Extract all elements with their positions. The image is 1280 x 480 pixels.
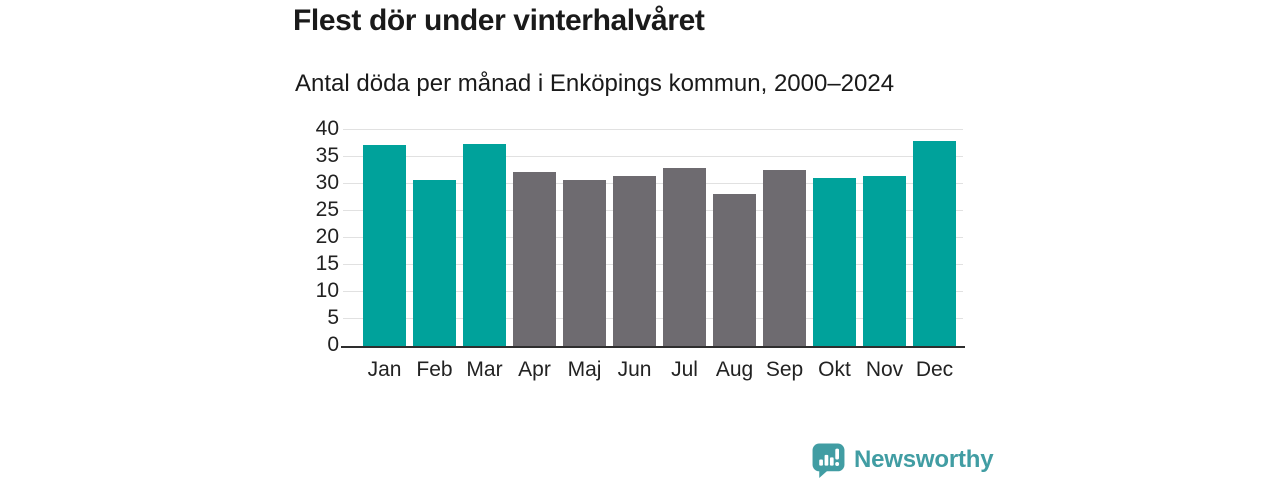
- bar-sep: [763, 169, 806, 346]
- x-tick-label-mar: Mar: [466, 358, 503, 381]
- gridline-40: [343, 129, 963, 130]
- bar-jul: [663, 167, 706, 346]
- y-tick-label-25: 25: [315, 198, 339, 221]
- bar-feb: [413, 180, 456, 346]
- bar-jun: [613, 175, 656, 346]
- brand-name: Newsworthy: [854, 446, 994, 473]
- bars-container: [363, 130, 956, 346]
- y-tick-label-5: 5: [327, 306, 339, 329]
- bar-jan: [363, 144, 406, 346]
- bar-maj: [563, 180, 606, 346]
- bar-chart-plot-area: 0 5 10 15 20 25 30 35 40 Jan Feb Mar Apr Maj Jun Jul Au…: [316, 118, 965, 381]
- x-axis: Jan Feb Mar Apr Maj Jun Jul Aug Sep Okt Nov Dec: [363, 358, 956, 382]
- x-tick-label-feb: Feb: [416, 358, 453, 381]
- x-tick-label-maj: Maj: [567, 358, 602, 381]
- x-tick-label-aug: Aug: [715, 358, 754, 381]
- x-tick-label-apr: Apr: [518, 358, 551, 381]
- x-tick-label-sep: Sep: [765, 358, 804, 381]
- y-tick-label-10: 10: [315, 279, 339, 302]
- bar-mar: [463, 143, 506, 346]
- x-tick-label-jan: Jan: [367, 358, 402, 381]
- x-tick-label-jul: Jul: [671, 358, 698, 381]
- gridline-35: [343, 156, 963, 157]
- x-axis-line: [341, 346, 965, 348]
- bar-apr: [513, 171, 556, 346]
- bar-chart-speech-bubble-icon: [812, 443, 845, 480]
- y-tick-label-40: 40: [315, 117, 339, 140]
- x-tick-label-okt: Okt: [818, 358, 851, 381]
- y-tick-label-0: 0: [327, 333, 339, 356]
- bar-dec: [913, 140, 956, 346]
- y-tick-label-35: 35: [315, 144, 339, 167]
- bar-aug: [713, 194, 756, 346]
- x-tick-label-dec: Dec: [915, 358, 954, 381]
- x-tick-label-nov: Nov: [865, 358, 904, 381]
- bar-okt: [813, 178, 856, 346]
- bar-nov: [863, 176, 906, 346]
- y-tick-label-30: 30: [315, 171, 339, 194]
- chart-title: Flest dör under vinterhalvåret: [293, 4, 705, 37]
- y-tick-label-20: 20: [315, 225, 339, 248]
- y-axis: 0 5 10 15 20 25 30 35 40: [279, 118, 339, 355]
- newsworthy-brand: Newsworthy: [812, 443, 994, 480]
- x-tick-label-jun: Jun: [617, 358, 652, 381]
- chart-subtitle: Antal döda per månad i Enköpings kommun,…: [295, 70, 895, 97]
- y-tick-label-15: 15: [315, 252, 339, 275]
